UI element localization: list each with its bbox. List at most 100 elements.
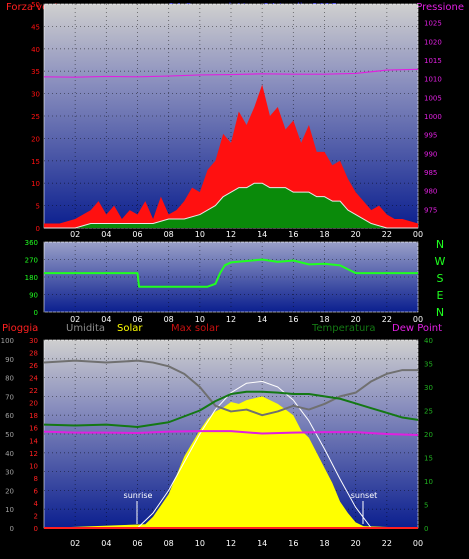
sunset-label: sunset [351,491,378,500]
legend-dew-point: Dew Point [392,323,442,334]
x-tick-label: 08 [164,230,174,239]
compass-letter: S [437,272,444,285]
rain-tick-label: 20 [29,400,38,408]
direction-axis-ticks: 0 90 180 270 360 [25,239,38,317]
direction-tick-label: 90 [29,292,38,300]
wind-tick-label: 50 [31,1,40,9]
wind-tick-label: 35 [31,68,40,76]
temperature-tick-label: 30 [424,384,433,392]
pressure-tick-label: 1000 [424,113,442,121]
x-tick-label: 10 [195,539,205,548]
pressure-tick-label: 975 [424,206,437,214]
x-tick-label: 02 [70,315,80,324]
rain-tick-label: 16 [29,425,38,433]
wind-tick-label: 45 [31,23,40,31]
direction-plot-area [43,241,419,313]
x-tick-label: 16 [288,539,298,548]
wind-tick-label: 0 [36,225,40,233]
dew-point-line [43,430,419,436]
x-tick-label: 12 [226,539,236,548]
x-tick-label: 06 [132,539,142,548]
max-solar-line [137,380,372,529]
wind-x-ticks: 02 04 06 08 10 12 14 16 18 20 22 00 [70,230,423,239]
direction-tick-label: 270 [25,257,38,265]
rain-tick-label: 24 [29,375,38,383]
humidity-axis-ticks: 0 10 20 30 40 50 60 70 80 90 100 [1,337,14,533]
compass-letter: E [437,289,444,302]
rain-tick-label: 18 [29,412,38,420]
x-tick-label: 08 [164,315,174,324]
rain-tick-label: 12 [29,450,38,458]
x-tick-label: 10 [195,230,205,239]
humidity-tick-label: 30 [5,469,14,477]
x-tick-label: 22 [382,539,392,548]
wind-tick-label: 5 [36,203,40,211]
x-tick-label: 14 [257,315,267,324]
wind-axis-title: Forza vento [6,2,65,13]
x-tick-label: 22 [382,315,392,324]
x-tick-label: 20 [351,315,361,324]
x-tick-label: 08 [164,539,174,548]
humidity-tick-label: 50 [5,431,14,439]
temperature-tick-label: 25 [424,408,433,416]
legend-umidita: Umidita [66,323,105,334]
pressure-tick-label: 985 [424,169,437,177]
x-tick-label: 12 [226,315,236,324]
x-tick-label: 12 [226,230,236,239]
humidity-tick-label: 20 [5,487,14,495]
x-tick-label: 04 [101,539,111,548]
temperature-tick-label: 0 [424,525,428,533]
rain-tick-label: 10 [29,462,38,470]
rain-tick-label: 6 [34,487,39,495]
humidity-tick-label: 60 [5,412,14,420]
x-tick-label: 18 [319,315,329,324]
sunrise-label: sunrise [124,491,153,500]
x-tick-label: 02 [70,539,80,548]
temperature-tick-label: 5 [424,502,428,510]
wind-gust-area [44,84,418,228]
direction-x-ticks: 02 04 06 08 10 12 14 16 18 20 22 00 [70,315,423,324]
temperature-tick-label: 40 [424,337,433,345]
pressure-tick-label: 1010 [424,76,442,84]
pressure-tick-label: 995 [424,132,437,140]
compass-letters: N W S E N [435,238,446,319]
pressure-tick-label: 980 [424,188,437,196]
humidity-tick-label: 100 [1,337,14,345]
x-tick-label: 00 [413,539,423,548]
rain-tick-label: 30 [29,337,38,345]
legend-row: Pioggia Umidita Solar Max solar Temperat… [2,323,442,334]
pressure-axis-ticks: 975 980 985 990 995 1000 1005 1010 1015 1020 1025 [424,20,442,215]
x-tick-label: 16 [288,315,298,324]
x-tick-label: 14 [257,539,267,548]
x-tick-label: 00 [413,230,423,239]
temperature-tick-label: 35 [424,361,433,369]
x-tick-label: 18 [319,539,329,548]
wind-tick-label: 25 [31,113,40,121]
legend-pioggia: Pioggia [2,323,38,334]
wind-average-area [44,183,418,228]
legend-temperatura: Temperatura [311,323,376,334]
direction-line [44,258,418,288]
rain-tick-label: 28 [29,350,38,358]
wind-direction-panel: 0 90 180 270 360 02 04 06 08 10 12 14 16 18 20 22 00 N … [25,238,446,324]
x-tick-label: 14 [257,230,267,239]
rain-tick-label: 0 [34,525,38,533]
wind-series [43,68,419,229]
x-tick-label: 04 [101,315,111,324]
x-tick-label: 04 [101,230,111,239]
humidity-tick-label: 90 [5,356,14,364]
direction-series [44,258,418,288]
wind-tick-label: 20 [31,135,40,143]
x-tick-label: 22 [382,230,392,239]
rain-tick-label: 22 [29,387,38,395]
humidity-line [43,359,418,417]
pressure-axis-title: Pressione [416,2,464,13]
solar-series [43,359,419,529]
rain-tick-label: 8 [34,475,38,483]
x-tick-label: 02 [70,230,80,239]
x-tick-label: 20 [351,230,361,239]
